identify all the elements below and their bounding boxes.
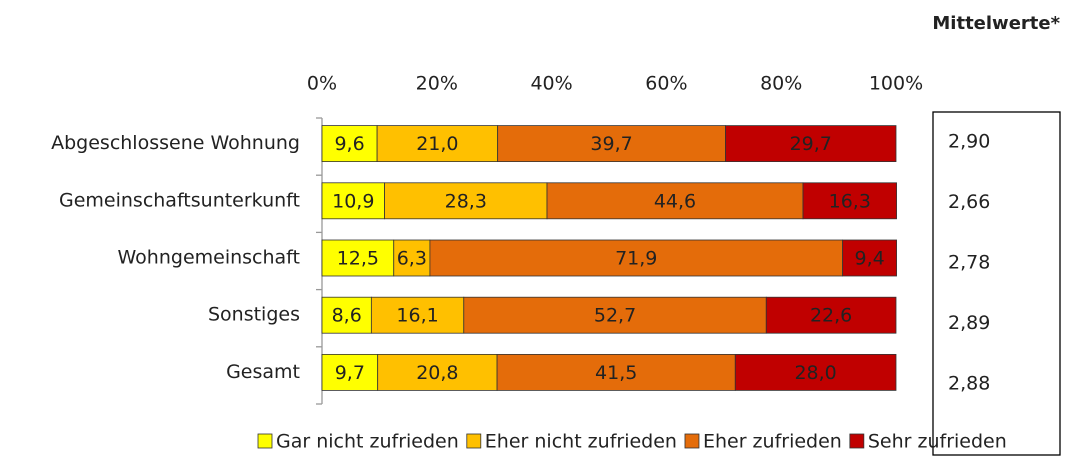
y-tick-label: Abgeschlossene Wohnung — [51, 132, 300, 154]
data-label: 52,7 — [594, 305, 636, 327]
bar-segment — [496, 353, 736, 391]
side-value: 2,90 — [948, 131, 990, 153]
data-label: 22,6 — [810, 305, 852, 327]
x-tick-label: 20% — [416, 73, 458, 95]
data-label: 6,3 — [397, 248, 427, 270]
bar-segment — [384, 182, 548, 220]
legend-label: Gar nicht zufrieden — [276, 431, 459, 453]
bar-segment — [802, 182, 897, 220]
data-label: 28,0 — [794, 362, 836, 384]
y-tick-label: Gesamt — [226, 361, 300, 383]
side-value: 2,89 — [948, 312, 990, 334]
bar-segment — [725, 125, 897, 162]
data-label: 10,9 — [332, 190, 374, 212]
data-label: 39,7 — [590, 133, 632, 155]
bar-segment — [734, 353, 897, 391]
side-value: 2,88 — [948, 373, 990, 395]
bar-segment — [321, 239, 395, 277]
legend-swatch — [849, 433, 865, 449]
bar-segment — [842, 239, 897, 277]
bar-segment — [321, 296, 372, 334]
legend-label: Sehr zufrieden — [868, 431, 1007, 453]
data-label: 71,9 — [615, 248, 657, 270]
legend-swatch — [684, 433, 700, 449]
bar-segment — [321, 353, 379, 391]
data-label: 41,5 — [595, 362, 637, 384]
data-label: 20,8 — [416, 362, 458, 384]
bar-segment — [376, 125, 499, 162]
data-label: 28,3 — [445, 190, 487, 212]
side-value: 2,66 — [948, 191, 990, 213]
data-label: 16,1 — [396, 305, 438, 327]
data-label: 29,7 — [790, 133, 832, 155]
legend-label: Eher nicht zufrieden — [485, 431, 677, 453]
side-box — [932, 111, 1061, 456]
data-label: 9,6 — [334, 133, 364, 155]
bar-segment — [429, 239, 844, 277]
bar-segment — [321, 125, 378, 162]
bar-segment — [370, 296, 465, 334]
y-tick-label: Wohngemeinschaft — [118, 247, 301, 269]
data-label: 9,7 — [335, 362, 365, 384]
x-tick-label: 100% — [869, 73, 923, 95]
data-label: 12,5 — [337, 248, 379, 270]
x-tick-label: 40% — [530, 73, 572, 95]
y-tick-label: Gemeinschaftsunterkunft — [59, 189, 300, 211]
data-label: 16,3 — [829, 190, 871, 212]
legend-label: Eher zufrieden — [703, 431, 842, 453]
x-tick-label: 60% — [645, 73, 687, 95]
legend-swatch — [257, 433, 273, 449]
x-tick-label: 0% — [307, 73, 337, 95]
data-label: 21,0 — [416, 133, 458, 155]
side-value: 2,78 — [948, 252, 990, 274]
bar-segment — [321, 182, 385, 220]
side-title: Mittelwerte* — [932, 13, 1060, 34]
bar-segment — [765, 296, 897, 334]
bar-segment — [497, 125, 726, 162]
data-label: 8,6 — [332, 305, 362, 327]
bar-segment — [463, 296, 767, 334]
legend-swatch — [466, 433, 482, 449]
data-label: 9,4 — [854, 248, 884, 270]
x-tick-label: 80% — [760, 73, 802, 95]
y-tick-label: Sonstiges — [208, 304, 300, 326]
data-label: 44,6 — [654, 190, 696, 212]
